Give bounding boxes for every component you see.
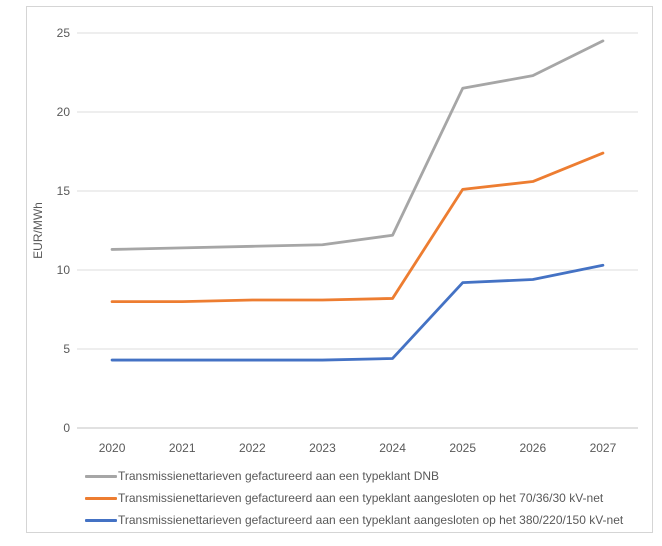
x-tick-label: 2025 [449,441,476,455]
series-line-2 [110,263,605,362]
x-tick-label: 2022 [239,441,266,455]
x-tick-label: 2021 [169,441,196,455]
series-line-0 [110,39,605,251]
x-tick-label: 2026 [519,441,546,455]
y-tick-label: 20 [57,105,71,119]
legend-marker-gray-line [85,474,117,478]
y-tick-label: 25 [57,26,71,40]
y-tick-label: 5 [63,342,70,356]
legend-item-dnb: Transmissienettarieven gefactureerd aan … [85,465,623,487]
legend-item-380-220-150-kv: Transmissienettarieven gefactureerd aan … [85,509,623,531]
legend-label: Transmissienettarieven gefactureerd aan … [118,469,440,483]
x-tick-label: 2024 [379,441,406,455]
y-tick-label: 0 [63,421,70,435]
series-line-1 [110,151,605,304]
y-axis-title: EUR/MWh [31,202,45,259]
x-tick-label: 2023 [309,441,336,455]
chart-legend: Transmissienettarieven gefactureerd aan … [85,465,623,531]
legend-label: Transmissienettarieven gefactureerd aan … [118,491,604,505]
legend-marker-blue-line [85,518,117,522]
legend-label: Transmissienettarieven gefactureerd aan … [118,513,624,527]
x-tick-label: 2027 [590,441,617,455]
y-tick-label: 15 [57,184,71,198]
legend-item-70-36-30-kv: Transmissienettarieven gefactureerd aan … [85,487,623,509]
chart-container: 0 5 10 15 20 25 2020 2021 2022 2023 2024 2025 2026 20… [26,6,653,533]
y-tick-label: 10 [57,263,71,277]
x-tick-label: 2020 [99,441,126,455]
legend-marker-orange-line [85,496,117,500]
